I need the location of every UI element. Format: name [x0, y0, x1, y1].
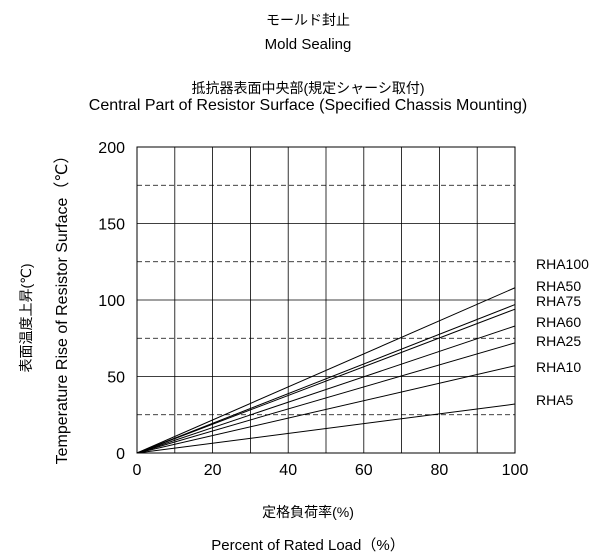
series-label-rha50: RHA50 [536, 278, 581, 294]
y-tick-label: 200 [98, 140, 125, 157]
series-label-rha60: RHA60 [536, 314, 581, 330]
x-axis-label-jp: 定格負荷率(%) [262, 504, 354, 520]
series-line-rha25 [136, 342, 516, 454]
series-label-rha10: RHA10 [536, 359, 581, 375]
series-label-rha5: RHA5 [536, 392, 574, 408]
x-tick-label: 40 [279, 462, 297, 479]
x-tick-label: 60 [355, 462, 373, 479]
x-axis-label: Percent of Rated Load（%） [211, 537, 405, 554]
series-label-rha100: RHA100 [536, 256, 589, 272]
y-tick-label: 0 [116, 446, 125, 463]
series-line-rha5 [136, 403, 516, 454]
chart-title-jp: モールド封止 [266, 12, 350, 28]
plot-frame [136, 146, 516, 454]
series-label-rha25: RHA25 [536, 333, 581, 349]
y-tick-label: 50 [107, 370, 125, 387]
y-tick-label: 150 [98, 217, 125, 234]
chart-subtitle-jp: 抵抗器表面中央部(規定シャーシ取付) [191, 80, 425, 96]
x-tick-label: 80 [431, 462, 449, 479]
series-line-rha60 [136, 325, 516, 454]
series-line-rha50 [136, 304, 516, 454]
x-tick-label: 20 [204, 462, 222, 479]
x-tick-label: 0 [133, 462, 142, 479]
y-tick-label: 100 [98, 293, 125, 310]
chart-subtitle: Central Part of Resistor Surface (Specif… [88, 97, 528, 114]
series-line-rha100 [136, 287, 516, 454]
series-line-rha10 [136, 365, 516, 454]
chart-title: Mold Sealing [264, 36, 352, 53]
series-line-rha75 [136, 308, 516, 454]
x-tick-label: 100 [502, 462, 529, 479]
series-label-rha75: RHA75 [536, 293, 581, 309]
